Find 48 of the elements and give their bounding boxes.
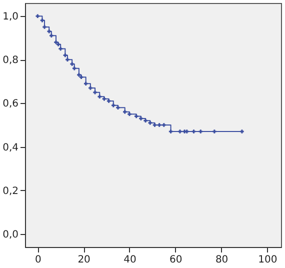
- point: [40, 18, 44, 22]
- point: [84, 82, 88, 86]
- x-tick-label: 60: [170, 254, 182, 266]
- point: [198, 130, 203, 134]
- point: [72, 66, 76, 70]
- point: [93, 90, 97, 94]
- point: [148, 120, 152, 125]
- point: [168, 130, 173, 134]
- point: [102, 96, 106, 101]
- point: [77, 73, 81, 77]
- point: [98, 94, 102, 99]
- point: [56, 42, 60, 46]
- point: [79, 75, 84, 79]
- point: [212, 130, 216, 134]
- point: [112, 104, 116, 108]
- x-tick-label: 20: [78, 254, 90, 266]
- point: [134, 114, 138, 118]
- point: [240, 130, 244, 134]
- point: [47, 29, 51, 34]
- point: [36, 14, 40, 18]
- point: [66, 58, 70, 62]
- point: [116, 106, 120, 110]
- point: [54, 40, 58, 44]
- point: [88, 86, 92, 90]
- point: [42, 25, 46, 29]
- point: [139, 116, 143, 120]
- y-tick-label: 0,0: [2, 229, 18, 240]
- y-tick-label: 0,2: [2, 186, 18, 197]
- y-tick-label: 0,4: [2, 142, 18, 154]
- point: [162, 123, 166, 127]
- point: [184, 130, 189, 134]
- y-tick-label: 0,6: [2, 98, 18, 110]
- point: [192, 130, 196, 134]
- point: [58, 46, 62, 51]
- point: [123, 110, 127, 114]
- x-tick-label: 0: [34, 254, 42, 266]
- point: [178, 130, 182, 134]
- point: [50, 34, 54, 38]
- point: [70, 62, 74, 66]
- x-tick-label: 40: [124, 254, 136, 266]
- point: [128, 112, 132, 116]
- point: [144, 118, 148, 123]
- x-tick-label: 100: [258, 254, 278, 266]
- point: [106, 99, 111, 103]
- point: [63, 53, 68, 58]
- y-tick-label: 1,0: [2, 12, 18, 23]
- x-tick-label: 80: [215, 254, 228, 266]
- y-tick-label: 0,8: [2, 55, 18, 66]
